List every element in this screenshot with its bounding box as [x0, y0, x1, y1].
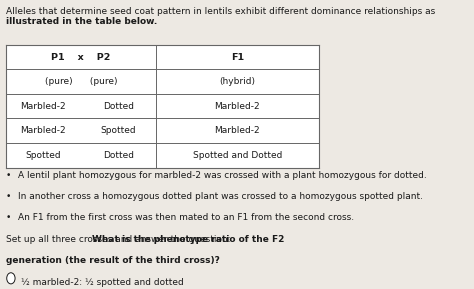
Text: What is the phenotype ratio of the F2: What is the phenotype ratio of the F2 [92, 235, 284, 244]
Text: In another cross a homozygous dotted plant was crossed to a homozygous spotted p: In another cross a homozygous dotted pla… [18, 192, 423, 201]
Text: Marbled-2: Marbled-2 [20, 126, 66, 135]
Text: •: • [6, 213, 11, 222]
Circle shape [7, 273, 15, 284]
Text: Marbled-2: Marbled-2 [20, 102, 66, 111]
Text: Spotted: Spotted [100, 126, 136, 135]
Text: (pure)      (pure): (pure) (pure) [45, 77, 117, 86]
Text: (hybrid): (hybrid) [219, 77, 255, 86]
Text: Set up all three crosses and answer the question:: Set up all three crosses and answer the … [6, 235, 233, 244]
Text: Marbled-2: Marbled-2 [214, 126, 260, 135]
Text: Alleles that determine seed coat pattern in lentils exhibit different dominance : Alleles that determine seed coat pattern… [6, 7, 435, 16]
Text: ½ marbled-2: ½ spotted and dotted: ½ marbled-2: ½ spotted and dotted [21, 278, 184, 287]
Text: Dotted: Dotted [103, 102, 134, 111]
Text: A lentil plant homozygous for marbled-2 was crossed with a plant homozygous for : A lentil plant homozygous for marbled-2 … [18, 171, 427, 179]
Text: •: • [6, 192, 11, 201]
Text: F1: F1 [231, 53, 244, 62]
Text: illustrated in the table below.: illustrated in the table below. [6, 17, 157, 26]
Text: An F1 from the first cross was then mated to an F1 from the second cross.: An F1 from the first cross was then mate… [18, 213, 354, 222]
Text: •: • [6, 171, 11, 179]
Text: Spotted: Spotted [26, 151, 61, 160]
Text: P1    x    P2: P1 x P2 [51, 53, 110, 62]
Text: generation (the result of the third cross)?: generation (the result of the third cros… [6, 256, 219, 265]
Text: Marbled-2: Marbled-2 [214, 102, 260, 111]
Text: Spotted and Dotted: Spotted and Dotted [192, 151, 282, 160]
Text: Dotted: Dotted [103, 151, 134, 160]
